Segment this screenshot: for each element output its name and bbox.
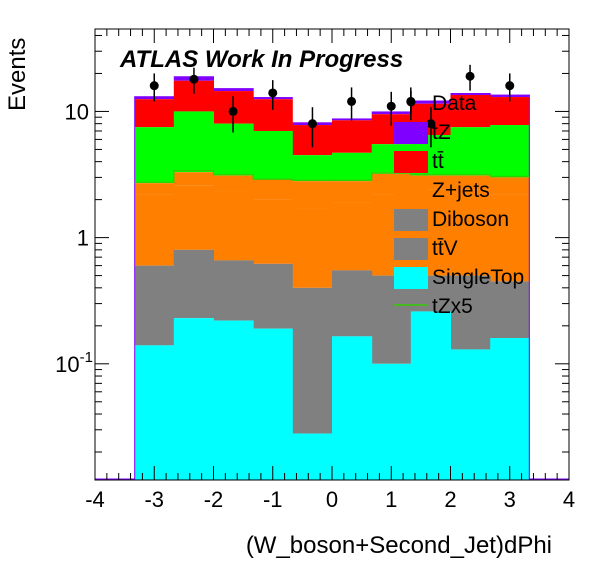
x-axis-title: (W_boson+Second_Jet)dPhi (246, 532, 552, 559)
data-point-4 (307, 119, 317, 129)
bar-tz-3 (213, 88, 254, 92)
stacked-histogram (95, 76, 569, 480)
bar-tt-other-10 (490, 125, 530, 178)
bar-singletop-10 (490, 338, 530, 480)
bar-tt-other-4 (253, 130, 293, 180)
x-tick-label-5: 1 (385, 487, 397, 512)
atlas-label: ATLAS Work In Progress (119, 46, 403, 73)
bar-singletop-7 (371, 363, 412, 480)
bar-diboson-ttv-7 (371, 275, 412, 364)
legend-label-tt-: tt̄ (432, 150, 444, 173)
x-tick-label-4: 0 (326, 487, 338, 512)
bar-diboson-ttv-10 (490, 281, 530, 339)
bar-singletop-1 (134, 345, 175, 480)
bar-z-jets-top-3 (213, 175, 254, 192)
bar-z-jets-3 (213, 191, 254, 261)
bar-tt-other-1 (134, 127, 175, 184)
bar-z-jets-top-6 (332, 181, 373, 203)
x-tick-label-3: -1 (263, 487, 283, 512)
y-tick-label-0: 10-1 (55, 349, 93, 377)
bar-z-jets-10 (490, 194, 530, 282)
y-axis-title: Events (4, 38, 31, 111)
bar-singletop-9 (450, 349, 491, 480)
bar-z-jets-8 (410, 189, 451, 276)
bar-tt--10 (490, 97, 530, 126)
tzx5-line (134, 169, 530, 183)
bar-tz-8 (410, 100, 451, 104)
legend-swatch-singletop (394, 267, 428, 289)
legend-label-tz: tZ (432, 121, 451, 144)
y-axis: 10-1 1 10 (55, 34, 569, 453)
bar-diboson-ttv-2 (173, 249, 214, 319)
x-tick-label-6: 2 (444, 487, 456, 512)
legend-swatch-data (406, 97, 416, 107)
bar-z-jets-top-5 (292, 181, 333, 209)
legend-swatch-tt- (394, 151, 428, 173)
bar-singletop-3 (213, 320, 254, 480)
bar-tt-other-5 (292, 155, 333, 182)
bar-diboson-ttv-1 (134, 265, 175, 346)
bar-z-jets-9 (450, 189, 491, 276)
bar-tt--6 (332, 120, 373, 153)
bar-z-jets-top-2 (173, 172, 214, 186)
bar-diboson-ttv-4 (253, 263, 293, 329)
legend-label-tt-v: tt̄V (432, 237, 458, 260)
bar-singletop-4 (253, 328, 293, 480)
bar-singletop-8 (410, 311, 451, 480)
bar-z-jets-1 (134, 194, 175, 266)
bar-tt-other-9 (450, 127, 491, 176)
data-point-1 (189, 74, 199, 84)
bar-z-jets-6 (332, 202, 373, 271)
bar-tt--1 (134, 99, 175, 128)
legend-label-diboson: Diboson (432, 208, 509, 231)
data-point-2 (228, 106, 238, 116)
bar-singletop-6 (332, 336, 373, 480)
legend: Data tZ tt̄ Z+jets Diboson tt̄V SingleTop tZx5 (394, 91, 524, 318)
bar-diboson-ttv-6 (332, 270, 373, 337)
bar-z-jets-top-4 (253, 179, 293, 200)
bar-z-jets-top-10 (490, 177, 530, 195)
bar-diboson-ttv-3 (213, 260, 254, 321)
tzx5-step (134, 169, 530, 183)
legend-label-data: Data (432, 92, 477, 115)
x-tick-label-7: 3 (504, 487, 516, 512)
bar-tz-9 (450, 92, 491, 95)
x-axis: -4 -3 -2 -1 0 1 2 3 4 (85, 29, 575, 512)
x-tick-label-2: -2 (204, 487, 224, 512)
bar-diboson-ttv-5 (292, 287, 333, 434)
data-point-6 (386, 101, 396, 111)
data-point-5 (347, 96, 357, 106)
bar-singletop-5 (292, 433, 333, 480)
bar-tt-other-6 (332, 152, 373, 182)
legend-swatch-tz (394, 122, 428, 144)
bar-z-jets-7 (371, 194, 412, 276)
data-point-9 (465, 71, 475, 81)
legend-label-z-jets: Z+jets (432, 179, 490, 202)
legend-label-singletop: SingleTop (432, 266, 524, 289)
bar-z-jets-top-1 (134, 183, 175, 195)
legend-swatch-z-jets (394, 180, 428, 202)
data-points (149, 64, 515, 148)
bar-tt-other-2 (173, 111, 214, 173)
data-point-3 (268, 88, 278, 98)
data-point-8 (426, 119, 436, 129)
data-point-0 (149, 81, 159, 91)
bar-z-jets-2 (173, 185, 214, 250)
bar-singletop-2 (173, 318, 214, 480)
bar-tt--9 (450, 94, 491, 128)
y-tick-label-2: 10 (65, 99, 89, 124)
bar-z-jets-5 (292, 208, 333, 288)
bar-z-jets-4 (253, 199, 293, 264)
bar-diboson-ttv-9 (450, 275, 491, 350)
data-point-10 (505, 81, 515, 91)
x-tick-label-8: 4 (563, 487, 575, 512)
legend-swatch-tt-v (394, 238, 428, 260)
x-tick-label-0: -4 (85, 487, 105, 512)
x-tick-label-1: -3 (144, 487, 164, 512)
legend-swatch-diboson (394, 209, 428, 231)
legend-label-tzx5: tZx5 (432, 295, 473, 318)
y-tick-label-1: 1 (77, 226, 89, 251)
bar-z-jets-top-9 (450, 175, 491, 190)
